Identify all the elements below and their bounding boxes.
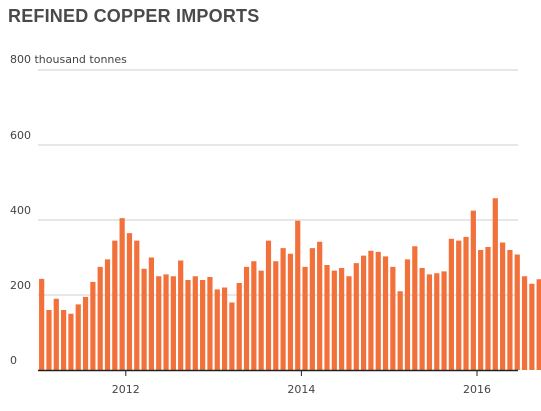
- bar: [178, 260, 184, 370]
- bar: [375, 251, 381, 371]
- x-axis-ticks: [125, 370, 478, 376]
- bar: [456, 240, 462, 371]
- bar: [317, 241, 323, 370]
- bar: [485, 247, 491, 370]
- bar: [353, 263, 359, 371]
- y-tick-label: 400: [10, 204, 31, 217]
- y-tick-label: 600: [10, 129, 31, 142]
- bar: [521, 276, 528, 370]
- bar: [200, 280, 206, 370]
- bar: [112, 240, 118, 371]
- bar: [163, 274, 169, 371]
- bar: [280, 248, 286, 371]
- x-tick-label: 2016: [463, 383, 491, 396]
- bar: [134, 240, 140, 371]
- bar: [126, 233, 133, 371]
- bar: [90, 281, 96, 371]
- y-tick-label: 200: [10, 279, 31, 292]
- bar: [265, 240, 272, 371]
- bar: [207, 277, 213, 370]
- bar: [39, 278, 45, 371]
- bar: [331, 270, 337, 371]
- bar: [46, 310, 52, 370]
- bar: [478, 250, 484, 370]
- bar: [214, 289, 220, 371]
- x-axis-labels: 20122014201620182020: [112, 383, 491, 396]
- x-tick-label: 2012: [112, 383, 140, 396]
- bar: [507, 250, 513, 370]
- bar: [390, 266, 396, 371]
- y-axis-unit-label: 800 thousand tonnes: [10, 53, 127, 66]
- bar: [514, 254, 520, 370]
- bar: [273, 261, 279, 370]
- bar: [258, 270, 264, 371]
- bar: [470, 210, 476, 371]
- bar: [426, 274, 433, 371]
- bar: [492, 198, 498, 370]
- bar: [236, 283, 242, 370]
- bar: [309, 248, 315, 371]
- bar: [500, 242, 506, 370]
- bar: [412, 246, 418, 370]
- chart-title: REFINED COPPER IMPORTS: [8, 6, 260, 26]
- bar: [119, 218, 125, 371]
- bar: [185, 280, 191, 370]
- y-axis-labels: 0 200 400 600: [10, 129, 31, 367]
- bar: [97, 266, 103, 371]
- bar: [82, 296, 89, 371]
- bar: [192, 276, 198, 370]
- bar: [243, 266, 250, 371]
- bar: [53, 298, 59, 370]
- bars: [39, 198, 541, 371]
- bar: [404, 259, 411, 371]
- bar: [302, 266, 308, 371]
- bar: [295, 220, 301, 370]
- bar: [251, 261, 257, 370]
- bar: [368, 250, 374, 370]
- bar: [360, 255, 367, 371]
- x-tick-label: 2014: [287, 383, 315, 396]
- bar: [324, 265, 330, 370]
- bar: [397, 291, 403, 370]
- bar: [156, 276, 162, 370]
- bar: [229, 302, 235, 370]
- bar: [221, 287, 228, 370]
- bar: [75, 304, 81, 371]
- bar: [448, 238, 454, 370]
- bar: [346, 276, 352, 370]
- bar: [61, 310, 67, 370]
- bar: [419, 268, 425, 370]
- bar: [463, 236, 469, 371]
- bar: [382, 256, 389, 371]
- bar: [441, 271, 447, 371]
- bar: [170, 276, 176, 370]
- bar: [287, 253, 294, 370]
- bar: [529, 283, 535, 370]
- bar: [104, 259, 111, 371]
- bar: [148, 257, 155, 370]
- bar: [434, 273, 440, 370]
- bar: [339, 268, 345, 370]
- bar: [68, 313, 74, 370]
- bar: [141, 268, 147, 370]
- bar: [536, 279, 541, 370]
- y-tick-label: 0: [10, 354, 17, 367]
